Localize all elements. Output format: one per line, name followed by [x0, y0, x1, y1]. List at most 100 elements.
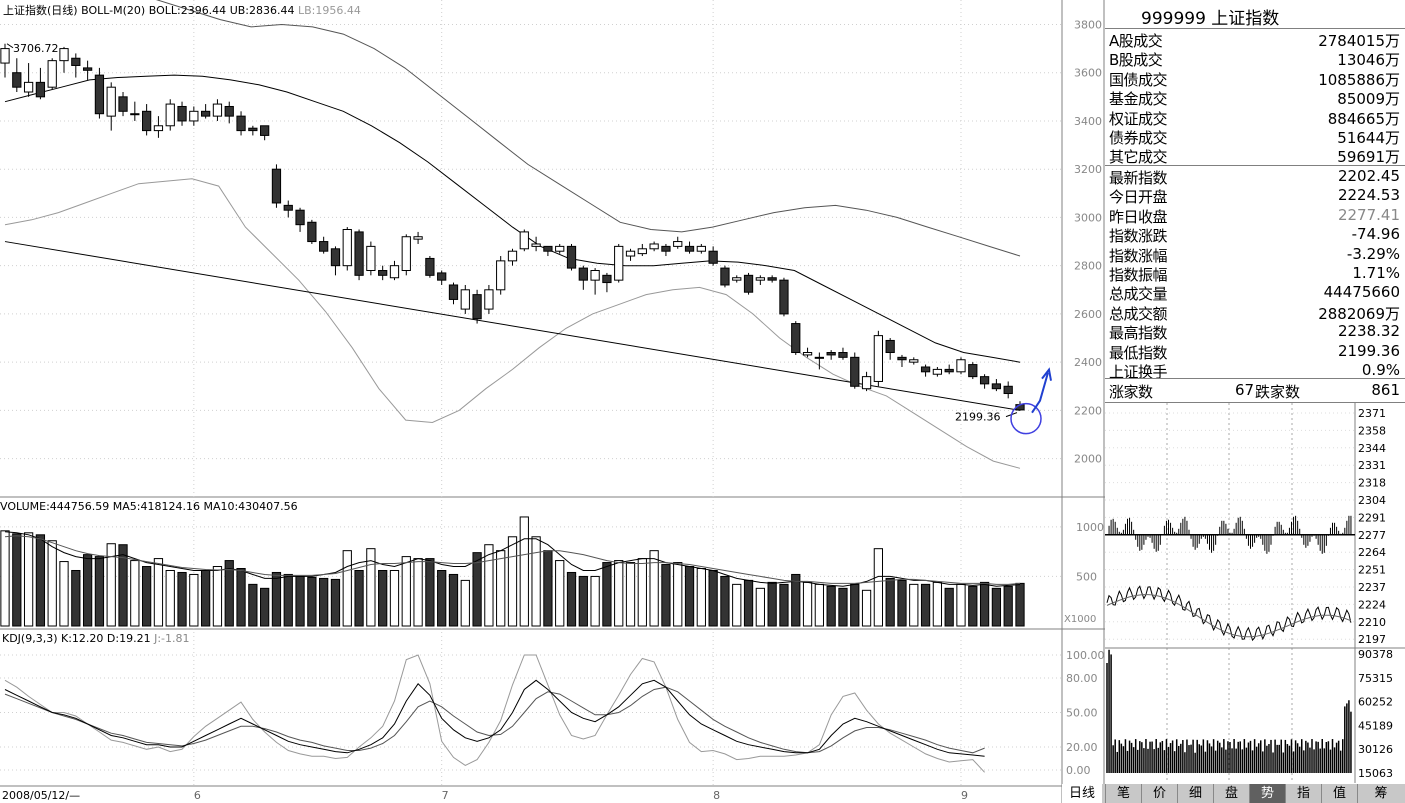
turnover-row: 其它成交 59691万 [1105, 146, 1403, 167]
candle [661, 243, 671, 257]
candle-body-down [94, 74, 105, 115]
volume-bar-down [1015, 582, 1025, 627]
volume-bar-up [460, 579, 470, 627]
kdj-j-line [4, 654, 985, 773]
mini-price-tick: 2210 [1358, 616, 1386, 629]
candle-body-up [861, 376, 872, 390]
candle [826, 350, 836, 360]
candle [696, 243, 706, 254]
high-price-label: 3706.72 [13, 42, 59, 55]
annotation-arrowhead [1041, 367, 1052, 381]
quote-label: 指数涨幅 [1109, 246, 1168, 265]
tab-tick[interactable]: 笔 [1105, 784, 1141, 803]
volume-ma5-line [4, 531, 1021, 587]
bottom-tab-bar: 日线 笔 价 细 盘 势 指 值 筹 [1062, 784, 1405, 803]
candle [177, 101, 187, 126]
candle-body-down [850, 356, 860, 387]
quote-value: 2882069万 [1318, 304, 1400, 323]
mini-price-tick: 2291 [1358, 511, 1386, 524]
mini-price-tick: 2358 [1358, 424, 1386, 437]
volume-bar-up [696, 568, 706, 627]
volume-bar-up [366, 548, 376, 627]
candle [378, 265, 388, 281]
candle [767, 275, 777, 283]
candle [838, 347, 848, 360]
quote-label: 最高指数 [1109, 324, 1168, 343]
tab-board[interactable]: 盘 [1213, 784, 1249, 803]
candle [389, 260, 400, 281]
volume-bar-down [224, 560, 234, 627]
candle [413, 231, 423, 244]
candle-body-up [909, 359, 919, 363]
tab-value[interactable]: 值 [1321, 784, 1357, 803]
tab-trend[interactable]: 势 [1249, 784, 1285, 803]
turnover-value: 1085886万 [1318, 70, 1400, 89]
candle-body-up [732, 277, 742, 281]
volume-bar-down [236, 568, 246, 627]
candle-body-down [991, 383, 1002, 390]
candle-body-up [47, 60, 57, 88]
tab-index[interactable]: 指 [1285, 784, 1321, 803]
volume-bar-down [248, 583, 258, 627]
candle [614, 243, 624, 283]
mini-volume-tick: 75315 [1358, 672, 1393, 685]
volume-bar-down [354, 569, 364, 627]
candle-body-down [897, 356, 907, 361]
boll-lower-band [4, 178, 1021, 469]
candle [873, 330, 884, 387]
candle [401, 234, 411, 276]
tab-detail[interactable]: 细 [1177, 784, 1213, 803]
candle [12, 58, 22, 93]
tab-chips[interactable]: 筹 [1357, 784, 1404, 803]
volume-tick-label: 500 [1076, 570, 1097, 583]
turnover-value: 59691万 [1337, 148, 1400, 167]
mini-price-tick: 2277 [1358, 529, 1386, 542]
candle [248, 125, 258, 136]
volume-bar-up [625, 562, 636, 627]
quote-row: 总成交量 44475660 [1105, 283, 1403, 303]
tab-daily[interactable]: 日线 [1062, 784, 1102, 803]
volume-bar-up [909, 583, 919, 627]
candle [354, 229, 364, 281]
mini-price-tick: 2251 [1358, 564, 1386, 577]
candle [189, 106, 199, 126]
candle [212, 99, 223, 121]
turnover-row: A股成交 2784015万 [1105, 30, 1403, 50]
kline-chart-svg[interactable]: 3800 3600 3400 3200 3000 2800 2600 2400 2200 2000… [0, 0, 1105, 803]
quote-value: 0.9% [1361, 361, 1400, 379]
volume-bar-up [649, 550, 659, 627]
candle-body-up [496, 260, 506, 291]
candle-body-up [590, 270, 600, 281]
candle-body-up [165, 103, 175, 127]
volume-bar-up [389, 569, 400, 627]
kline-chart-area[interactable]: 3800 3600 3400 3200 3000 2800 2600 2400 2200 2000… [0, 0, 1105, 803]
turnover-label: 债券成交 [1109, 129, 1168, 147]
turnover-label: 权证成交 [1109, 109, 1168, 128]
volume-bar-up [212, 566, 223, 627]
volume-bar-down [271, 571, 282, 627]
candle [555, 243, 565, 254]
volume-bar-down [472, 552, 482, 627]
tab-price[interactable]: 价 [1141, 784, 1177, 803]
candle-body-up [555, 245, 565, 252]
intraday-chart[interactable]: 2371 2358 2344 2331 2318 2304 2291 2277 2264 2251… [1105, 403, 1405, 783]
mini-price-tick: 2197 [1358, 633, 1386, 646]
mini-volume-tick: 60252 [1358, 696, 1393, 709]
candle-body-down [602, 274, 612, 284]
low-price-label: 2199.36 [955, 411, 1001, 424]
quote-row: 最低指数 2199.36 [1105, 342, 1403, 362]
volume-bar-up [861, 589, 872, 627]
volume-bar-down [378, 569, 388, 627]
turnover-row: B股成交 13046万 [1105, 49, 1403, 69]
candle-body-down [566, 245, 577, 269]
candle-body-up [130, 113, 140, 116]
candle-body-up [696, 245, 706, 252]
volume-bar-down [283, 573, 293, 627]
volume-bar-up [413, 558, 423, 627]
turnover-label: A股成交 [1109, 32, 1163, 50]
candle [850, 352, 860, 389]
volume-header: VOLUME:444756.59 MA5:418124.16 MA10:4304… [0, 500, 298, 513]
volume-bar-down [991, 587, 1002, 627]
candle-body-down [708, 250, 718, 264]
candle-body-down [201, 110, 211, 117]
